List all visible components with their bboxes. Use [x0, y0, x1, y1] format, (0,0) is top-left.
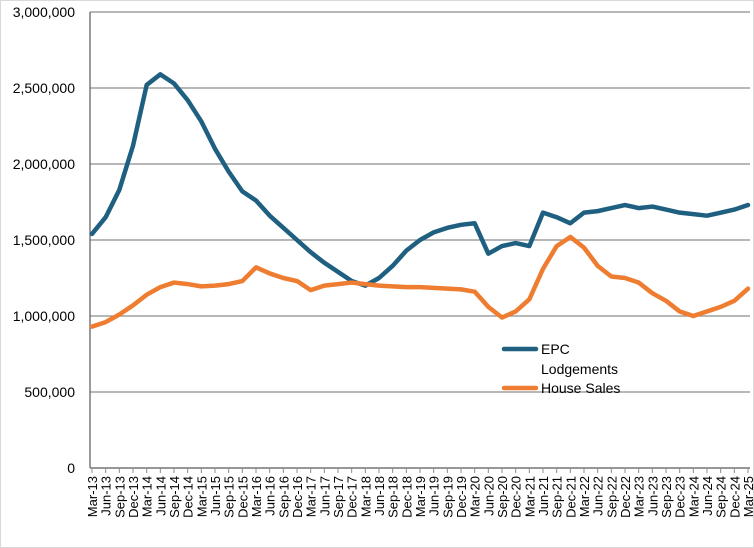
x-tick-label: Jun-22 [591, 476, 606, 516]
x-tick-label: Mar-18 [358, 476, 373, 517]
series-line-house-sales [89, 234, 751, 329]
y-tick-label: 2,500,000 [13, 80, 75, 96]
x-tick-label: Jun-24 [700, 476, 715, 516]
x-tick-label: Sep-15 [222, 476, 237, 518]
x-tick-label: Dec-14 [181, 476, 196, 518]
x-tick-label: Jun-14 [153, 476, 168, 516]
x-tick-label: Sep-17 [331, 476, 346, 518]
x-tick-label: Sep-20 [495, 476, 510, 518]
x-tick-label: Sep-19 [440, 476, 455, 518]
y-tick-label: 2,000,000 [13, 156, 75, 172]
x-tick-label: Mar-21 [522, 476, 537, 517]
series-layer [89, 72, 751, 329]
x-tick-label: Jun-18 [372, 476, 387, 516]
x-tick-label: Mar-16 [249, 476, 264, 517]
x-tick-label: Jun-16 [263, 476, 278, 516]
x-tick-label: Mar-25 [741, 476, 754, 517]
axes [89, 12, 749, 473]
x-tick-label: Sep-16 [276, 476, 291, 518]
x-tick-label: Mar-15 [194, 476, 209, 517]
x-tick-label: Dec-18 [399, 476, 414, 518]
y-tick-label: 1,500,000 [13, 232, 75, 248]
x-tick-label: Mar-13 [85, 476, 100, 517]
x-tick-label: Jun-13 [99, 476, 114, 516]
legend-label: Lodgements [541, 361, 618, 377]
x-tick-label: Jun-19 [427, 476, 442, 516]
x-tick-label: Dec-20 [509, 476, 524, 518]
x-tick-label: Sep-23 [659, 476, 674, 518]
x-tick-label: Dec-24 [727, 476, 742, 518]
x-tick-label: Mar-24 [686, 476, 701, 517]
y-tick-label: 1,000,000 [13, 308, 75, 324]
x-tick-label: Dec-22 [618, 476, 633, 518]
x-tick-label: Sep-24 [714, 476, 729, 518]
x-tick-label: Dec-19 [454, 476, 469, 518]
x-tick-label: Dec-17 [345, 476, 360, 518]
series-line-epc-lodgements [89, 72, 751, 288]
x-tick-label: Mar-20 [468, 476, 483, 517]
legend: EPC Lodgements House Sales [501, 341, 620, 396]
y-tick-label: 500,000 [24, 384, 75, 400]
y-axis-tick-labels: 0 500,000 1,000,000 1,500,000 2,000,000 2,500… [13, 4, 76, 476]
x-tick-label: Sep-18 [386, 476, 401, 518]
x-tick-label: Mar-23 [632, 476, 647, 517]
x-tick-label: Sep-13 [112, 476, 127, 518]
x-tick-label: Dec-13 [126, 476, 141, 518]
x-tick-label: Sep-22 [604, 476, 619, 518]
x-axis-tick-labels: Mar-13Jun-13Sep-13Dec-13Mar-14Jun-14Sep-… [85, 476, 754, 518]
x-tick-label: Mar-14 [140, 476, 155, 517]
x-tick-label: Mar-22 [577, 476, 592, 517]
x-tick-label: Jun-15 [208, 476, 223, 516]
x-tick-label: Dec-15 [235, 476, 250, 518]
legend-label: House Sales [541, 380, 620, 396]
legend-label: EPC [541, 341, 570, 357]
x-tick-label: Jun-17 [317, 476, 332, 516]
x-tick-label: Dec-16 [290, 476, 305, 518]
x-tick-label: Sep-21 [550, 476, 565, 518]
gridlines [90, 11, 750, 469]
x-tick-label: Dec-21 [563, 476, 578, 518]
y-tick-label: 3,000,000 [13, 4, 75, 20]
x-tick-label: Jun-21 [536, 476, 551, 516]
x-tick-label: Sep-14 [167, 476, 182, 518]
x-tick-label: Mar-17 [304, 476, 319, 517]
x-tick-label: Jun-23 [645, 476, 660, 516]
x-tick-label: Mar-19 [413, 476, 428, 517]
x-tick-label: Dec-23 [673, 476, 688, 518]
y-tick-label: 0 [67, 460, 75, 476]
x-tick-label: Jun-20 [481, 476, 496, 516]
